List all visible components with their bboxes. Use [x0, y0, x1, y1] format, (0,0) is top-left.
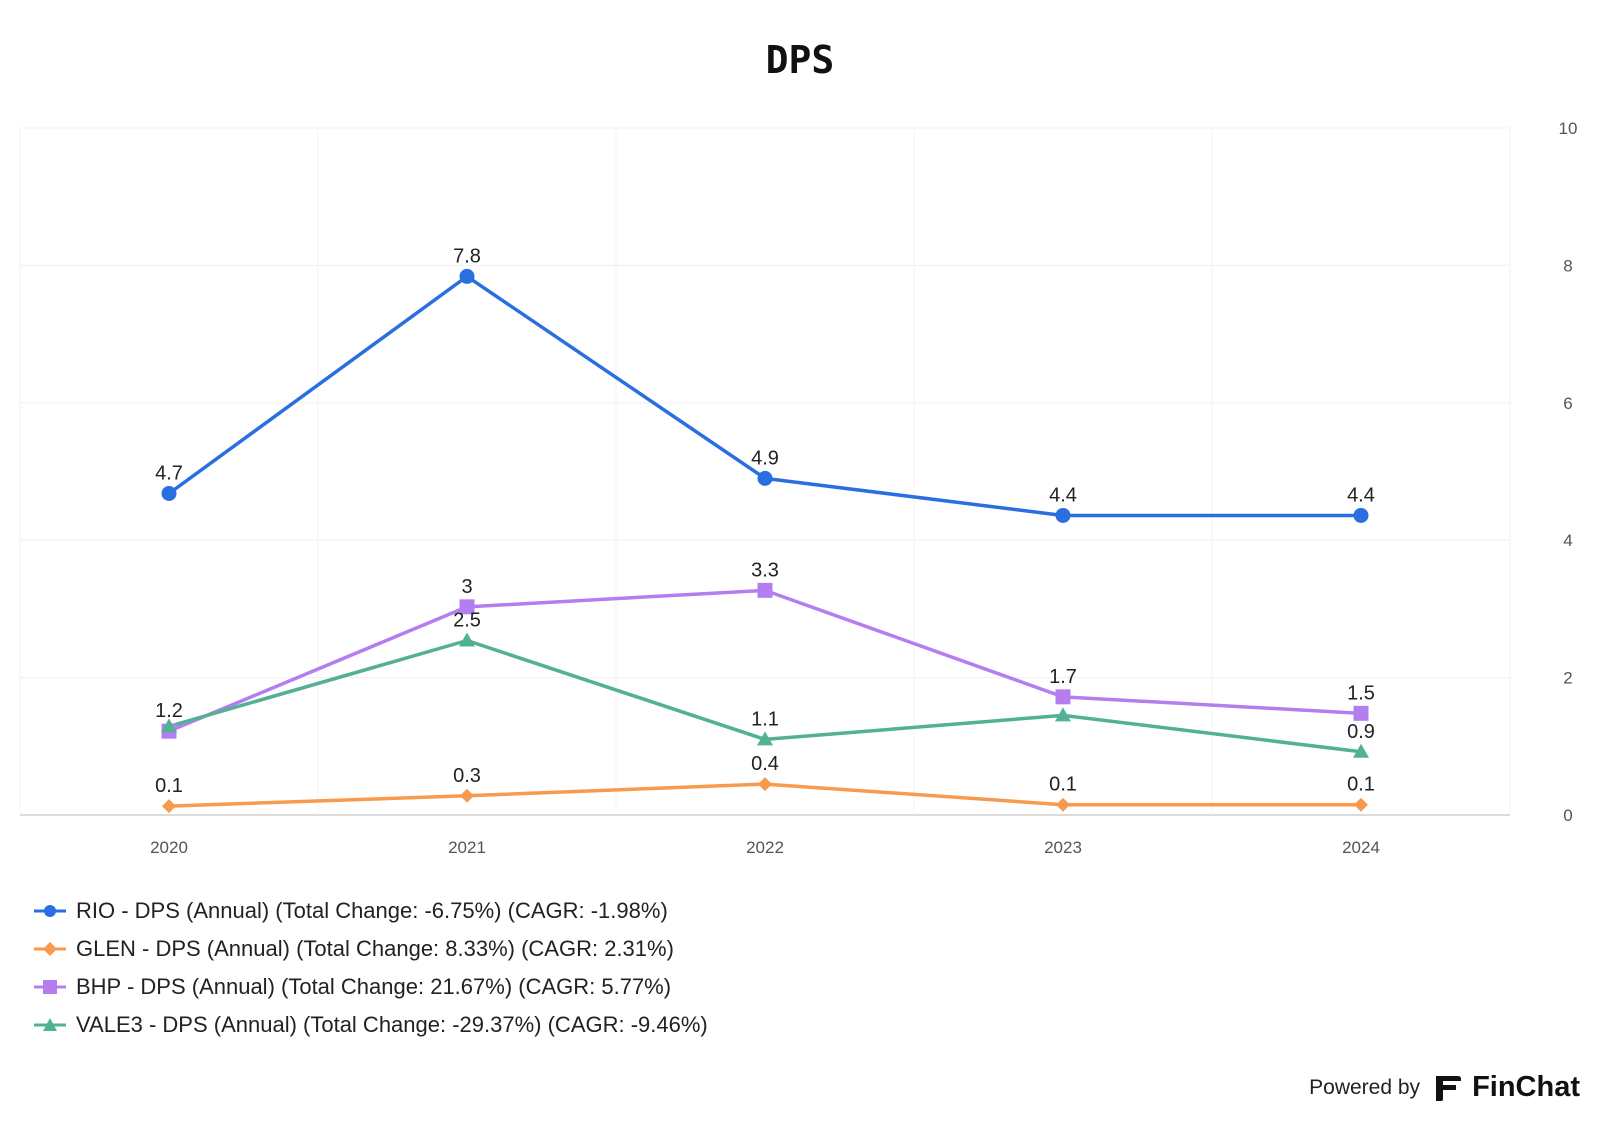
- legend-label-vale3: VALE3 - DPS (Annual) (Total Change: -29.…: [76, 1012, 708, 1037]
- legend-item-vale3[interactable]: VALE3 - DPS (Annual) (Total Change: -29.…: [34, 1006, 708, 1044]
- data-point: [757, 582, 773, 598]
- powered-by-text: Powered by: [1309, 1075, 1421, 1099]
- data-label: 4.9: [751, 447, 779, 469]
- chart-legend: RIO - DPS (Annual) (Total Change: -6.75%…: [34, 892, 708, 1044]
- powered-by-finchat[interactable]: Powered by FinChat: [1309, 1071, 1580, 1104]
- finchat-logo-icon: [1436, 1075, 1462, 1101]
- x-tick-label: 2023: [1044, 838, 1082, 857]
- data-label: 0.3: [453, 765, 481, 787]
- x-tick-label: 2024: [1342, 838, 1380, 857]
- data-label: 7.8: [453, 245, 481, 267]
- data-point: [757, 470, 773, 486]
- data-label: 0.1: [1347, 774, 1375, 796]
- data-label: 4.4: [1347, 484, 1375, 506]
- y-tick-label: 0: [1563, 806, 1572, 825]
- data-label: 4.4: [1049, 484, 1077, 506]
- chart-title: DPS: [765, 38, 835, 82]
- data-label: 0.1: [155, 775, 183, 797]
- x-tick-label: 2020: [150, 838, 188, 857]
- data-label: 1.1: [751, 708, 779, 730]
- data-label: 3.3: [751, 559, 779, 581]
- data-label: 1.7: [1049, 666, 1077, 688]
- legend-item-bhp[interactable]: BHP - DPS (Annual) (Total Change: 21.67%…: [34, 968, 708, 1006]
- data-label: 0.4: [751, 753, 779, 775]
- data-point: [1353, 705, 1369, 721]
- data-label: 2.5: [453, 610, 481, 632]
- y-tick-label: 8: [1563, 256, 1572, 275]
- data-point: [162, 799, 176, 814]
- data-point: [1354, 797, 1368, 812]
- data-point: [1055, 689, 1071, 705]
- y-tick-label: 10: [1559, 119, 1578, 138]
- y-tick-label: 4: [1563, 531, 1572, 550]
- data-point: [1055, 707, 1071, 722]
- y-tick-label: 6: [1563, 394, 1572, 413]
- data-point: [757, 731, 773, 746]
- x-tick-label: 2022: [746, 838, 784, 857]
- data-point: [1353, 507, 1369, 523]
- data-point: [161, 485, 177, 501]
- data-label: 0.9: [1347, 721, 1375, 743]
- legend-item-rio[interactable]: RIO - DPS (Annual) (Total Change: -6.75%…: [34, 892, 708, 930]
- data-point: [460, 788, 474, 803]
- data-point: [1055, 507, 1071, 523]
- data-label: 4.7: [155, 462, 183, 484]
- line-chart: 0 2 4 6 8 10 2020 2021 2022 2023 2024 4.7 7.8 4.9 4.4 4…: [19, 119, 1578, 857]
- data-label: 3: [461, 576, 472, 598]
- data-label: 1.2: [155, 700, 183, 722]
- data-point: [758, 777, 772, 792]
- legend-label-bhp: BHP - DPS (Annual) (Total Change: 21.67%…: [76, 974, 672, 999]
- legend-marker-square-icon: [34, 977, 66, 997]
- data-point: [161, 718, 177, 733]
- legend-marker-diamond-icon: [34, 939, 66, 959]
- legend-marker-triangle-icon: [34, 1015, 66, 1035]
- legend-label-glen: GLEN - DPS (Annual) (Total Change: 8.33%…: [76, 936, 674, 961]
- data-label: 1.5: [1347, 682, 1375, 704]
- finchat-brand-name: FinChat: [1472, 1071, 1580, 1103]
- legend-marker-circle-icon: [34, 901, 66, 921]
- legend-item-glen[interactable]: GLEN - DPS (Annual) (Total Change: 8.33%…: [34, 930, 708, 968]
- x-tick-label: 2021: [448, 838, 486, 857]
- data-point: [459, 599, 475, 615]
- data-point: [459, 632, 475, 647]
- data-point: [1056, 797, 1070, 812]
- y-tick-label: 2: [1563, 669, 1572, 688]
- data-label: 0.1: [1049, 774, 1077, 796]
- data-point: [459, 268, 475, 284]
- data-point: [1353, 743, 1369, 758]
- legend-label-rio: RIO - DPS (Annual) (Total Change: -6.75%…: [76, 898, 668, 923]
